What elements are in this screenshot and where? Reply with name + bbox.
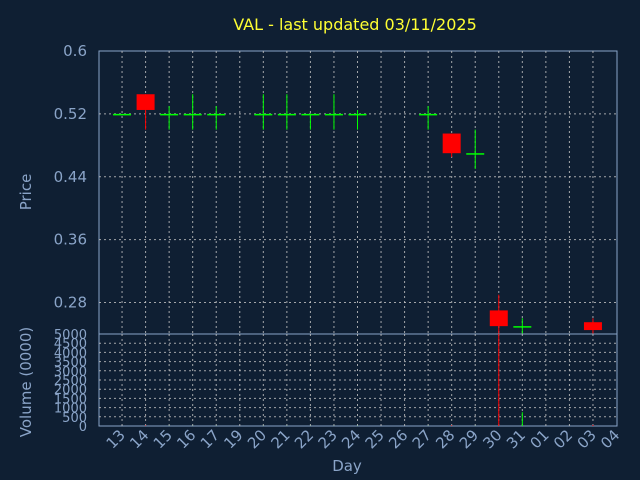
candle-body (160, 113, 179, 116)
volume-tick-label: 2000 (54, 383, 87, 398)
volume-tick-label: 4000 (54, 346, 87, 361)
x-tick-label: 30 (479, 426, 505, 452)
x-tick-label: 28 (432, 426, 458, 452)
volume-bars (145, 334, 594, 426)
x-tick-label: 03 (574, 426, 600, 452)
x-axis-label: Day (332, 457, 362, 475)
candle-body (136, 94, 155, 110)
volume-tick-label: 3500 (54, 356, 87, 371)
x-tick-label: 31 (503, 426, 529, 452)
x-tick-label: 22 (291, 426, 317, 452)
x-tick-label: 20 (244, 426, 270, 452)
volume-tick-label: 1500 (54, 392, 87, 407)
price-tick-label: 0.44 (54, 168, 87, 186)
candle-body (489, 310, 508, 327)
candle-body (113, 113, 132, 116)
chart-title: VAL - last updated 03/11/2025 (233, 15, 477, 34)
x-tick-label: 13 (103, 426, 129, 452)
price-tick-label: 0.52 (54, 105, 87, 123)
candle-body (183, 113, 202, 116)
x-tick-label: 15 (150, 426, 176, 452)
price-tick-labels: 0.6 0.52 0.44 0.36 0.28 (54, 42, 87, 312)
x-tick-label: 27 (409, 426, 435, 452)
price-panel: 0.6 0.52 0.44 0.36 0.28 (54, 42, 618, 350)
volume-tick-label: 4500 (54, 337, 87, 352)
volume-grid (99, 334, 617, 426)
x-tick-label: 14 (126, 426, 152, 452)
volume-tick-label: 0 (79, 420, 87, 435)
price-tick-label: 0.6 (63, 42, 87, 60)
x-tick-label: 26 (385, 426, 411, 452)
candle-body (301, 113, 320, 116)
volume-tick-label: 1000 (54, 402, 87, 417)
candle-body (442, 133, 461, 154)
x-tick-label: 19 (220, 426, 246, 452)
volume-tick-label: 5000 (54, 328, 87, 343)
volume-tick-label: 2500 (54, 374, 87, 389)
x-tick-label: 16 (173, 426, 199, 452)
price-tick-label: 0.36 (54, 231, 87, 249)
candle-body (583, 322, 602, 331)
x-tick-label: 02 (550, 426, 576, 452)
x-tick-label: 04 (597, 426, 623, 452)
candle-body (466, 153, 485, 155)
x-tick-label: 24 (338, 426, 364, 452)
candle-body (513, 326, 532, 328)
x-tick-label: 21 (267, 426, 293, 452)
x-tick-label: 01 (526, 426, 552, 452)
candle-body (348, 113, 367, 116)
y-axis-label-price: Price (17, 174, 35, 211)
x-tick-label: 29 (456, 426, 482, 452)
price-grid (99, 51, 617, 334)
candle-body (419, 113, 438, 116)
candle-body (324, 113, 343, 116)
x-tick-label: 17 (197, 426, 223, 452)
volume-tick-label: 500 (62, 411, 87, 426)
x-tick-labels: 1314151617192021222324252627282930310102… (103, 426, 624, 452)
candle-body (277, 113, 296, 116)
x-tick-label: 23 (315, 426, 341, 452)
price-tick-label: 0.28 (54, 294, 87, 312)
y-axis-label-volume: Volume (0000) (17, 327, 35, 437)
candle-body (207, 113, 226, 116)
candle-body (254, 113, 273, 116)
x-tick-label: 25 (362, 426, 388, 452)
volume-tick-label: 3000 (54, 365, 87, 380)
